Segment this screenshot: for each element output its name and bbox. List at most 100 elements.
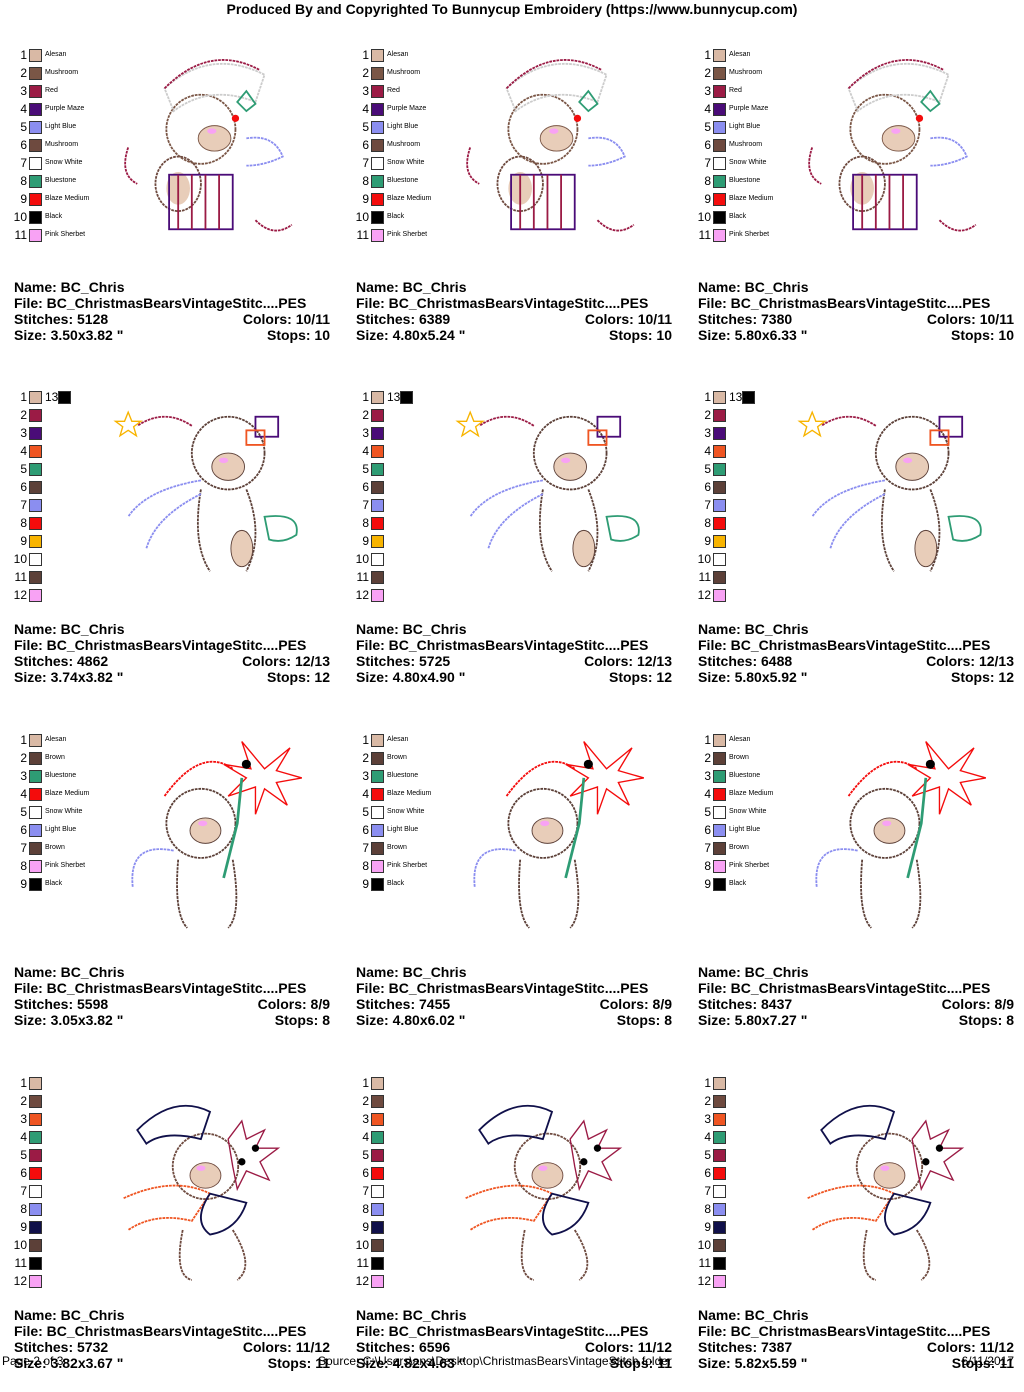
color-swatch (371, 806, 384, 819)
info-row: Stitches: 6596 Colors: 11/12 (356, 1339, 672, 1355)
color-swatch (29, 499, 42, 512)
design-card: 1 Alesan 2 Brown 3 Bluestone 4 Blaze Medium 5 Sno… (684, 707, 1024, 1049)
stitch-count: Stitches: 6488 (698, 653, 793, 669)
color-swatch (713, 788, 726, 801)
thread-number: 8 (362, 516, 369, 530)
design-info: Name: BC_Chris File: BC_ChristmasBearsVin… (698, 1307, 1014, 1371)
design-info: Name: BC_Chris File: BC_ChristmasBearsVin… (356, 621, 672, 685)
thread-number: 1 (20, 390, 27, 404)
thread-number: 6 (362, 1166, 369, 1180)
color-count: Colors: 8/9 (941, 996, 1014, 1012)
thread-name: Mushroom (729, 69, 763, 76)
thread-name: Pink Sherbet (729, 862, 770, 869)
info-row: Size: 4.82x4.63 " Stops: 11 (356, 1355, 672, 1371)
color-swatch (371, 1131, 384, 1144)
color-swatch (713, 553, 726, 566)
color-swatch (713, 211, 726, 224)
info-row: File: BC_ChristmasBearsVintageStitc....P… (356, 637, 672, 653)
thread-name: Mushroom (387, 141, 421, 148)
design-card: 1 13 2 3 4 5 6 7 8 9 10 11 12 Name: BC_Chris File: BC… (0, 364, 341, 706)
thread-name: Alesan (729, 51, 751, 58)
color-swatch (29, 842, 42, 855)
thread-number: 9 (362, 192, 369, 206)
color-swatch (371, 878, 384, 891)
color-swatch (713, 445, 726, 458)
info-row: Stitches: 6488 Colors: 12/13 (698, 653, 1014, 669)
stop-count: Stops: 12 (608, 669, 672, 685)
thread-number: 2 (20, 1094, 27, 1108)
color-swatch (29, 1077, 42, 1090)
thread-number: 3 (20, 84, 27, 98)
thread-number: 3 (704, 426, 711, 440)
thread-number: 12 (355, 588, 369, 602)
thread-name: Blaze Medium (729, 790, 774, 797)
color-swatch (713, 860, 726, 873)
color-swatch (713, 103, 726, 116)
color-swatch (371, 1239, 384, 1252)
color-swatch (29, 535, 42, 548)
color-swatch (713, 1113, 726, 1126)
color-count: Colors: 10/11 (584, 311, 672, 327)
color-swatch (29, 571, 42, 584)
thread-number: 6 (362, 138, 369, 152)
stitch-count: Stitches: 7387 (698, 1339, 793, 1355)
thread-number: 5 (20, 462, 27, 476)
color-swatch (371, 1257, 384, 1270)
source-path: Source: C:\Users\ans\Desktop\ChristmasBe… (318, 1354, 672, 1368)
color-swatch (29, 553, 42, 566)
embroidery-design-preview (466, 59, 635, 232)
info-row: Stitches: 5725 Colors: 12/13 (356, 653, 672, 669)
info-row: Size: 4.80x6.02 " Stops: 8 (356, 1012, 672, 1028)
design-name: Name: BC_Chris (698, 1307, 809, 1323)
thread-number: 4 (362, 102, 369, 116)
stop-count: Stops: 10 (266, 327, 330, 343)
color-swatch (29, 85, 42, 98)
thread-number: 4 (704, 787, 711, 801)
thread-number: 9 (704, 1220, 711, 1234)
info-row: Size: 5.80x5.92 " Stops: 12 (698, 669, 1014, 685)
color-swatch (713, 49, 726, 62)
design-size: Size: 3.50x3.82 " (14, 327, 124, 343)
design-info: Name: BC_Chris File: BC_ChristmasBearsVin… (356, 1307, 672, 1371)
color-swatch (371, 85, 384, 98)
thread-name: Pink Sherbet (387, 862, 428, 869)
thread-name: Blaze Medium (45, 790, 90, 797)
color-swatch (29, 1221, 42, 1234)
color-count: Colors: 11/12 (926, 1339, 1014, 1355)
thread-name: Alesan (45, 736, 67, 743)
thread-number: 9 (362, 877, 369, 891)
info-row: Size: 4.80x5.24 " Stops: 10 (356, 327, 672, 343)
thread-name: Mushroom (387, 69, 421, 76)
thread-number: 2 (704, 751, 711, 765)
info-row: File: BC_ChristmasBearsVintageStitc....P… (356, 295, 672, 311)
thread-number: 8 (704, 859, 711, 873)
thread-name: Pink Sherbet (729, 231, 770, 238)
design-info: Name: BC_Chris File: BC_ChristmasBearsVin… (698, 964, 1014, 1028)
info-row: Stitches: 4862 Colors: 12/13 (14, 653, 330, 669)
thread-number: 11 (356, 570, 369, 584)
info-row: Stitches: 7380 Colors: 10/11 (698, 311, 1014, 327)
thread-number: 7 (704, 1184, 711, 1198)
color-swatch (713, 175, 726, 188)
stop-count: Stops: 12 (266, 669, 330, 685)
thread-number: 2 (704, 66, 711, 80)
design-info: Name: BC_Chris File: BC_ChristmasBearsVin… (14, 964, 330, 1028)
stitch-count: Stitches: 5598 (14, 996, 109, 1012)
embroidery-design-preview (123, 1104, 281, 1281)
thread-number: 2 (362, 751, 369, 765)
design-name: Name: BC_Chris (698, 279, 809, 295)
color-count: Colors: 11/12 (242, 1339, 330, 1355)
thread-name: Black (45, 880, 63, 887)
color-swatch (713, 1275, 726, 1288)
color-swatch (29, 788, 42, 801)
color-swatch (371, 391, 384, 404)
thread-number: 11 (698, 228, 711, 242)
design-card: 1 Alesan 2 Mushroom 3 Red 4 Purple Maze 5 Light B… (342, 22, 683, 364)
color-swatch (371, 788, 384, 801)
thread-name: Bluestone (729, 772, 761, 779)
thread-name: Red (729, 87, 742, 94)
color-swatch (29, 1203, 42, 1216)
color-swatch (371, 1113, 384, 1126)
design-info: Name: BC_Chris File: BC_ChristmasBearsVin… (14, 279, 330, 343)
design-name: Name: BC_Chris (14, 964, 125, 980)
